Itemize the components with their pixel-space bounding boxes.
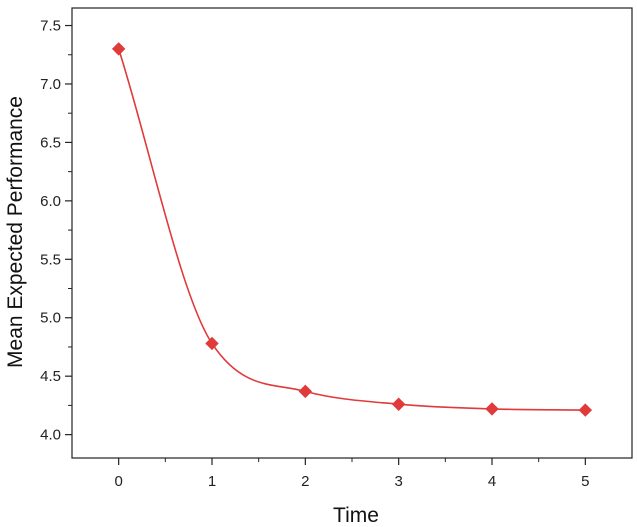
data-point-marker <box>391 397 406 411</box>
x-axis-ticks: 0 1 2 3 4 5 <box>114 458 590 490</box>
x-tick-label: 4 <box>488 473 496 490</box>
x-tick-label: 3 <box>394 473 402 490</box>
data-point-marker <box>298 384 313 399</box>
y-axis-title: Mean Expected Performance <box>4 96 27 368</box>
x-tick-label: 2 <box>301 473 309 490</box>
y-axis-ticks: 4.0 4.5 5.0 5.5 6.0 6.5 7.0 7.5 <box>40 18 72 444</box>
y-tick-label: 6.5 <box>40 134 61 151</box>
x-tick-label: 5 <box>581 473 589 490</box>
data-point-marker <box>205 336 219 351</box>
data-point-marker <box>111 42 126 56</box>
x-tick-label: 0 <box>114 473 122 490</box>
y-tick-label: 7.0 <box>40 76 61 93</box>
plot-border <box>71 7 633 459</box>
y-tick-label: 5.5 <box>40 251 61 268</box>
y-tick-label: 7.5 <box>40 18 61 35</box>
data-point-marker <box>578 403 593 417</box>
series-line <box>117 48 586 411</box>
x-tick-label: 1 <box>208 473 216 490</box>
series-group <box>111 42 593 417</box>
y-tick-label: 5.0 <box>40 310 61 327</box>
y-tick-label: 4.0 <box>40 427 61 444</box>
y-tick-label: 6.0 <box>40 193 61 210</box>
data-point-marker <box>485 402 499 416</box>
x-axis-title: Time <box>333 504 379 527</box>
plot-frame <box>71 7 633 459</box>
y-tick-label: 4.5 <box>40 368 61 385</box>
